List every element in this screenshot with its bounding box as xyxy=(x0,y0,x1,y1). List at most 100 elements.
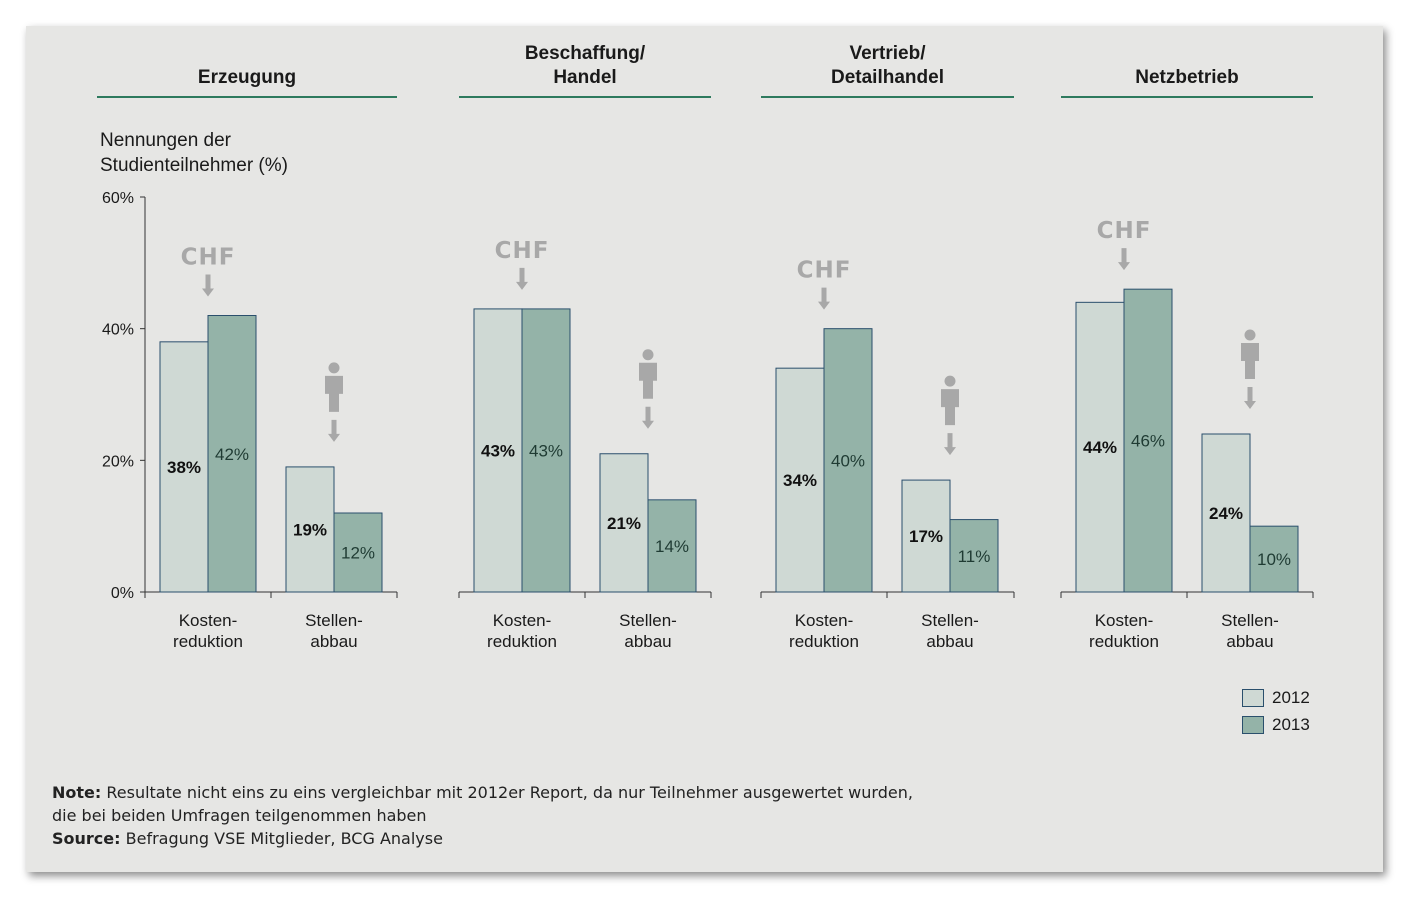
bar-2012 xyxy=(1075,301,1125,593)
note-label: Note: xyxy=(52,783,102,802)
bar-2013 xyxy=(823,328,873,593)
category-label: Stellen- xyxy=(921,611,979,630)
footnote-note-line-2: die bei beiden Umfragen teilgenommen hab… xyxy=(52,804,913,827)
panel-1: Erzeugung 38% 42% Kosten-reduktion CHF 19% 12%… xyxy=(97,67,398,651)
category-label: Kosten- xyxy=(1095,611,1154,630)
footnote-note-line: Note: Resultate nicht eins zu eins vergl… xyxy=(52,781,913,804)
down-arrow-icon xyxy=(818,287,830,310)
bar-2012 xyxy=(775,367,825,593)
person-body xyxy=(325,375,343,412)
note-text-2: die bei beiden Umfragen teilgenommen hab… xyxy=(52,806,427,825)
legend-item-2013: 2013 xyxy=(1242,715,1310,735)
panel-title: Handel xyxy=(553,67,616,88)
bar-2012 xyxy=(285,466,335,593)
panel-title: Beschaffung/ xyxy=(525,43,646,64)
person-head xyxy=(944,375,956,387)
data-label-2013: 42% xyxy=(215,445,249,464)
source-label: Source: xyxy=(52,829,121,848)
person-icon xyxy=(941,375,959,456)
legend-swatch-2012 xyxy=(1242,689,1264,707)
category-label: reduktion xyxy=(487,632,557,651)
data-label-2013: 46% xyxy=(1131,432,1165,451)
person-icon xyxy=(1241,329,1259,409)
chart-canvas: 60% 40% 20% 0% Erzeugung 38% 42% Kosten-redukti… xyxy=(97,43,1314,651)
category-label: abbau xyxy=(1226,632,1273,651)
data-label-2013: 12% xyxy=(341,544,375,563)
footnote: Note: Resultate nicht eins zu eins vergl… xyxy=(52,781,913,850)
note-text: Resultate nicht eins zu eins vergleichba… xyxy=(101,783,913,802)
category-label: Stellen- xyxy=(1221,611,1279,630)
category-label: Stellen- xyxy=(305,611,363,630)
data-label-2012: 19% xyxy=(293,520,327,539)
down-arrow-icon xyxy=(328,419,340,442)
panel-2: Beschaffung/Handel 43% 43% Kosten-reduktion… xyxy=(458,43,712,651)
data-label-2013: 10% xyxy=(1257,550,1291,569)
panel-title: Erzeugung xyxy=(198,67,296,88)
source-text: Befragung VSE Mitglieder, BCG Analyse xyxy=(120,829,443,848)
bar-2012 xyxy=(473,308,523,593)
legend-swatch-2013 xyxy=(1242,716,1264,734)
category-label: abbau xyxy=(624,632,671,651)
down-arrow-icon xyxy=(642,406,654,429)
chf-coin-icon: CHF xyxy=(181,245,236,271)
person-head xyxy=(642,349,654,361)
data-label-2013: 43% xyxy=(529,441,563,460)
bar-2013 xyxy=(521,308,571,593)
category-label: Stellen- xyxy=(619,611,677,630)
data-label-2012: 43% xyxy=(481,441,515,460)
chart-card: 60% 40% 20% 0% Erzeugung 38% 42% Kosten-redukti… xyxy=(26,26,1383,872)
panel-4: Netzbetrieb 44% 46% Kosten-reduktion CHF 24% 1… xyxy=(1060,67,1314,651)
category-label: reduktion xyxy=(789,632,859,651)
bar-2013 xyxy=(333,512,383,593)
data-label-2013: 11% xyxy=(958,547,991,566)
person-head xyxy=(328,362,340,374)
bar-2013 xyxy=(949,519,999,593)
panel-title: Vertrieb/ xyxy=(849,43,926,64)
chf-coin-icon: CHF xyxy=(797,258,852,284)
legend-label-2012: 2012 xyxy=(1272,688,1310,707)
footnote-source-line: Source: Befragung VSE Mitglieder, BCG An… xyxy=(52,827,913,850)
panel-title: Netzbetrieb xyxy=(1135,67,1238,88)
data-label-2012: 24% xyxy=(1209,504,1243,523)
data-label-2013: 40% xyxy=(831,451,865,470)
y-tick-label: 40% xyxy=(102,322,134,339)
y-tick-label: 20% xyxy=(102,453,134,470)
y-tick-label: 0% xyxy=(111,585,134,602)
chf-coin-icon: CHF xyxy=(495,238,550,264)
data-label-2012: 38% xyxy=(167,458,201,477)
category-label: Kosten- xyxy=(795,611,854,630)
legend-item-2012: 2012 xyxy=(1242,688,1310,708)
data-label-2012: 44% xyxy=(1083,438,1117,457)
bar-2013 xyxy=(207,315,257,593)
person-body xyxy=(1241,343,1259,379)
person-icon xyxy=(639,349,657,429)
data-label-2012: 21% xyxy=(607,514,641,533)
legend-label-2013: 2013 xyxy=(1272,715,1310,734)
category-label: abbau xyxy=(926,632,973,651)
person-icon xyxy=(325,362,343,442)
person-body xyxy=(941,389,959,426)
data-label-2013: 14% xyxy=(655,537,689,556)
down-arrow-icon xyxy=(1244,387,1256,409)
bar-2012 xyxy=(1201,433,1251,593)
y-axis-title: Nennungen der Studienteilnehmer (%) xyxy=(100,130,288,176)
panel-title: Detailhandel xyxy=(831,67,944,88)
category-label: Kosten- xyxy=(493,611,552,630)
panel-3: Vertrieb/Detailhandel 34% 40% Kosten-redukt… xyxy=(760,43,1015,651)
data-label-2012: 17% xyxy=(909,527,943,546)
category-label: abbau xyxy=(310,632,357,651)
data-label-2012: 34% xyxy=(783,471,817,490)
category-label: reduktion xyxy=(1089,632,1159,651)
bar-2012 xyxy=(901,479,951,593)
bar-2013 xyxy=(1123,288,1173,593)
bar-2013 xyxy=(1249,525,1299,593)
bar-2013 xyxy=(647,499,697,593)
category-label: Kosten- xyxy=(179,611,238,630)
down-arrow-icon xyxy=(944,433,956,456)
down-arrow-icon xyxy=(1118,248,1130,271)
person-head xyxy=(1244,329,1256,341)
down-arrow-icon xyxy=(202,274,214,297)
category-label: reduktion xyxy=(173,632,243,651)
chf-coin-icon: CHF xyxy=(1097,218,1152,244)
bar-2012 xyxy=(599,453,649,593)
